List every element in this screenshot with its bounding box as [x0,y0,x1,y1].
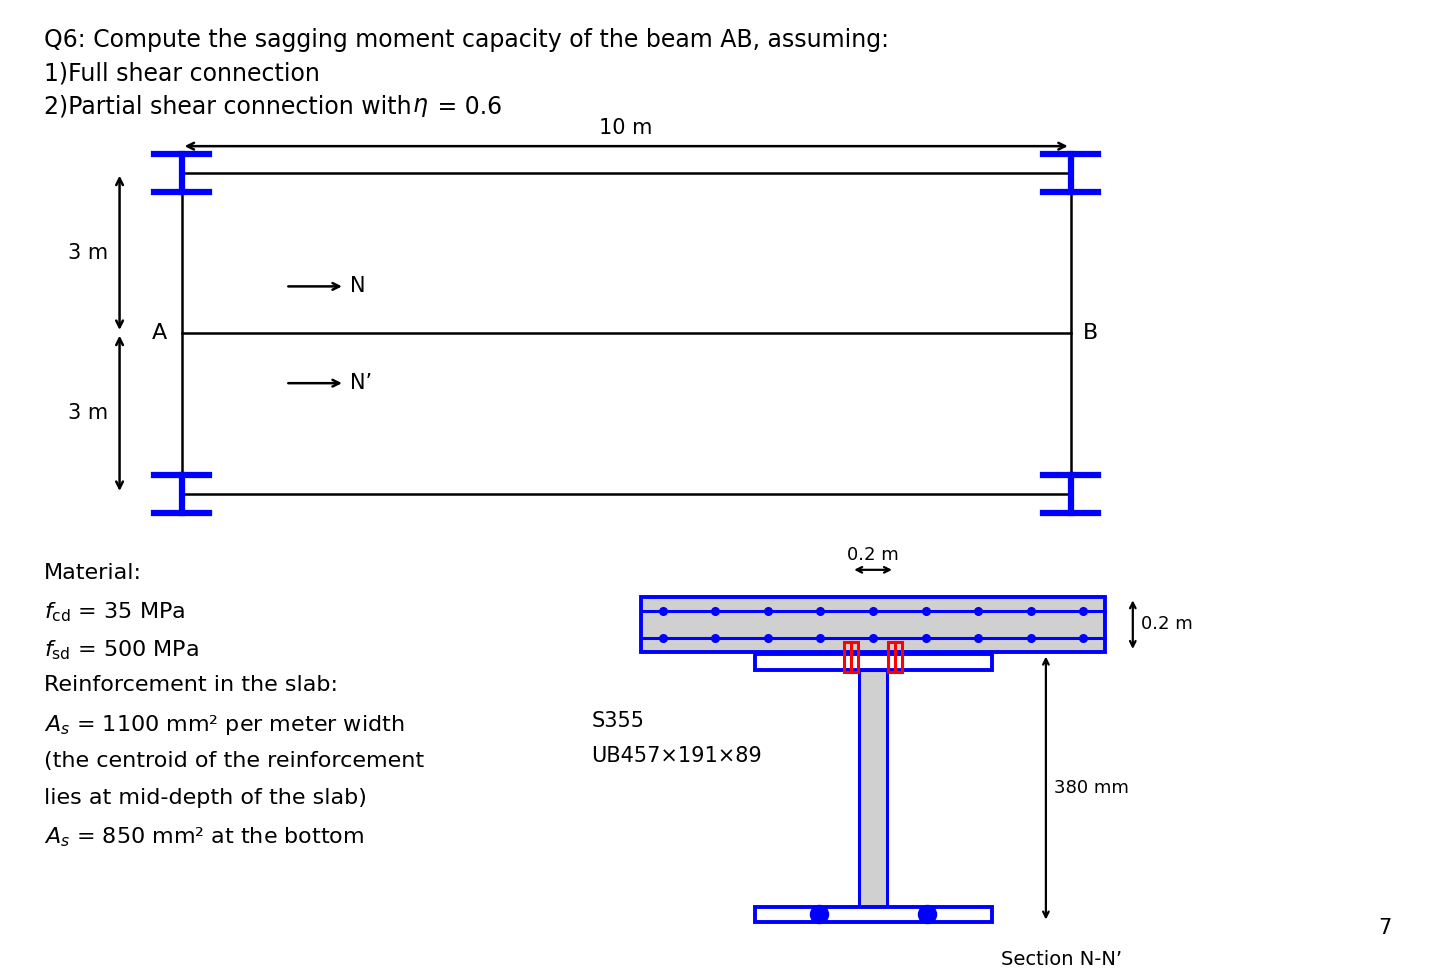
Text: = 0.6: = 0.6 [429,95,501,118]
Text: N’: N’ [350,373,372,393]
Bar [755,653,992,670]
Text: Reinforcement in the slab:: Reinforcement in the slab: [43,676,337,695]
Bar [641,597,1104,652]
Text: A: A [151,322,167,343]
Text: N: N [350,277,366,296]
Text: 0.2 m: 0.2 m [1140,616,1192,633]
Text: 7: 7 [1378,919,1391,938]
Text: $f_{\rm cd}$ = 35 MPa: $f_{\rm cd}$ = 35 MPa [43,600,184,624]
Text: 3 m: 3 m [68,403,108,422]
Text: $\eta$: $\eta$ [412,95,428,118]
Text: lies at mid-depth of the slab): lies at mid-depth of the slab) [43,788,366,808]
Bar [860,670,887,907]
Text: (the centroid of the reinforcement: (the centroid of the reinforcement [43,751,423,771]
Text: $A_s$ = 850 mm² at the bottom: $A_s$ = 850 mm² at the bottom [43,825,364,850]
Text: Material:: Material: [43,563,141,583]
Text: 380 mm: 380 mm [1054,779,1129,797]
Text: 0.2 m: 0.2 m [847,546,899,564]
Bar [888,642,901,672]
Text: 3 m: 3 m [68,243,108,263]
Text: UB457×191×89: UB457×191×89 [592,746,762,765]
Text: B: B [1083,322,1097,343]
Bar [844,642,858,672]
Text: Section N-N’: Section N-N’ [1001,950,1123,969]
Text: Q6: Compute the sagging moment capacity of the beam AB, assuming:: Q6: Compute the sagging moment capacity … [43,27,888,51]
Text: 1)Full shear connection: 1)Full shear connection [43,61,320,85]
Bar [755,907,992,922]
Text: $f_{\rm sd}$ = 500 MPa: $f_{\rm sd}$ = 500 MPa [43,638,199,661]
Text: $A_s$ = 1100 mm² per meter width: $A_s$ = 1100 mm² per meter width [43,713,405,737]
Text: 2)Partial shear connection with: 2)Partial shear connection with [43,95,419,118]
Text: S355: S355 [592,711,645,731]
Text: 10 m: 10 m [599,118,652,138]
